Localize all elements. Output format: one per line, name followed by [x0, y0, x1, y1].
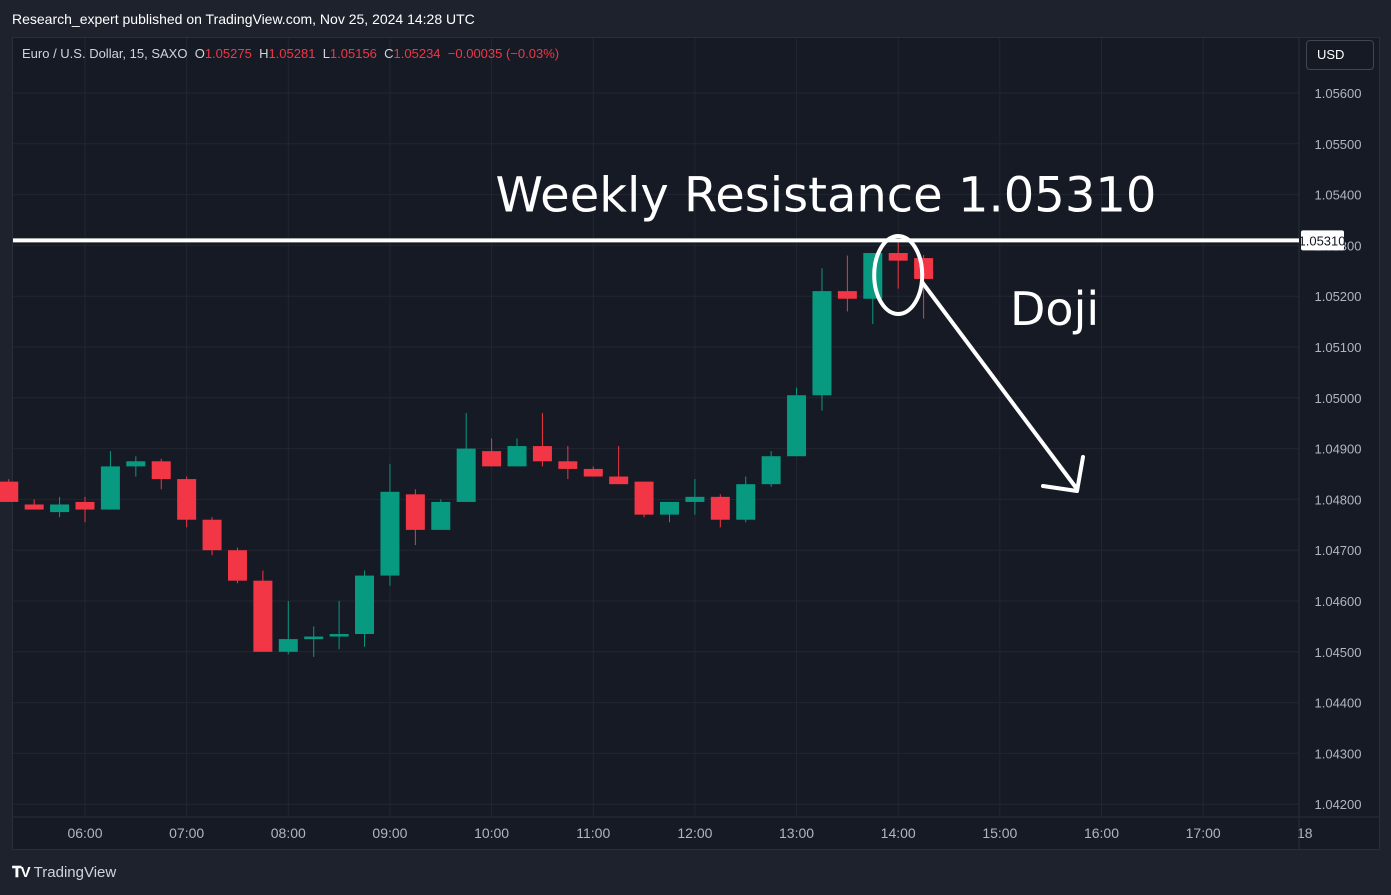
y-tick-label: 1.05500 [1315, 137, 1362, 152]
candle-body[interactable] [482, 451, 502, 467]
candle-body[interactable] [202, 519, 222, 551]
candle-body[interactable] [126, 461, 146, 467]
candle-body[interactable] [685, 496, 705, 502]
candle-body[interactable] [532, 446, 552, 462]
candle-body[interactable] [659, 501, 679, 515]
candle-body[interactable] [837, 291, 857, 299]
candle-body[interactable] [431, 501, 451, 530]
resistance-price-tag [1301, 230, 1344, 251]
publisher-caption: Research_expert published on TradingView… [12, 11, 475, 27]
y-tick-label: 1.05000 [1315, 391, 1362, 406]
x-tick-label: 15:00 [982, 825, 1017, 841]
x-tick-label: 08:00 [271, 825, 306, 841]
open-label: O [194, 46, 205, 61]
candle-body[interactable] [609, 476, 629, 485]
candle-body[interactable] [50, 504, 70, 513]
symbol-name[interactable]: Euro / U.S. Dollar, 15, SAXO [22, 46, 188, 61]
candle-body[interactable] [151, 461, 171, 480]
candle-body[interactable] [583, 468, 603, 477]
y-tick-label: 1.04600 [1315, 594, 1362, 609]
tradingview-logo-icon: 𝐓V [12, 864, 31, 881]
candle-body[interactable] [100, 466, 120, 510]
candle-body[interactable] [507, 446, 527, 467]
candle-body[interactable] [558, 461, 578, 469]
doji-highlight-ellipse[interactable] [872, 234, 925, 316]
y-tick-label: 1.04700 [1315, 543, 1362, 558]
candle-body[interactable] [405, 494, 425, 530]
candle-body[interactable] [812, 291, 832, 396]
down-arrow-shaft[interactable] [920, 280, 1079, 491]
y-tick-label: 1.05400 [1315, 188, 1362, 203]
x-tick-label: 14:00 [881, 825, 916, 841]
high-label: H [259, 46, 269, 61]
y-tick-label: 1.05100 [1315, 340, 1362, 355]
candle-body[interactable] [355, 575, 375, 635]
close-label: C [384, 46, 394, 61]
candle-body[interactable] [888, 253, 908, 261]
candle-body[interactable] [787, 395, 807, 457]
candle-body[interactable] [634, 481, 654, 515]
candle-body[interactable] [380, 491, 400, 576]
x-tick-label: 10:00 [474, 825, 509, 841]
y-tick-label: 1.04800 [1315, 492, 1362, 507]
resistance-price-label: 1.05310 [1299, 233, 1346, 248]
y-tick-label: 1.04900 [1315, 442, 1362, 457]
x-tick-label: 18 [1297, 825, 1313, 841]
x-tick-label: 13:00 [779, 825, 814, 841]
x-tick-label: 16:00 [1084, 825, 1119, 841]
y-tick-label: 1.04200 [1315, 797, 1362, 812]
x-tick-label: 06:00 [67, 825, 102, 841]
candle-body[interactable] [736, 484, 756, 520]
candle-body[interactable] [75, 501, 95, 510]
symbol-legend: Euro / U.S. Dollar, 15, SAXO O1.05275 H1… [22, 46, 559, 61]
x-tick-label: 12:00 [677, 825, 712, 841]
resistance-label: Weekly Resistance 1.05310 [496, 167, 1157, 223]
candle-body[interactable] [0, 481, 19, 502]
candle-body[interactable] [329, 634, 349, 637]
currency-button[interactable]: USD [1306, 40, 1374, 70]
low-label: L [322, 46, 330, 61]
candle-body[interactable] [456, 448, 476, 502]
x-tick-label: 17:00 [1186, 825, 1221, 841]
candle-body[interactable] [710, 496, 730, 520]
y-tick-label: 1.05200 [1315, 289, 1362, 304]
chart-pane[interactable] [12, 37, 1380, 850]
tradingview-logo[interactable]: 𝐓V TradingView [12, 864, 116, 881]
candle-body[interactable] [177, 479, 197, 520]
candle-body[interactable] [227, 550, 247, 581]
doji-label: Doji [1010, 282, 1099, 336]
down-arrow-head[interactable] [1041, 455, 1085, 493]
x-tick-label: 11:00 [576, 825, 610, 841]
x-tick-label: 07:00 [169, 825, 204, 841]
open-value: 1.05275 [204, 46, 252, 61]
y-tick-label: 1.04400 [1315, 696, 1362, 711]
candle-body[interactable] [761, 456, 781, 485]
high-value: 1.05281 [268, 46, 316, 61]
tradingview-logo-text: TradingView [33, 864, 117, 881]
candle-body[interactable] [24, 504, 44, 510]
candle-body[interactable] [304, 636, 324, 640]
x-tick-label: 09:00 [372, 825, 407, 841]
candle-body[interactable] [253, 580, 273, 652]
y-tick-label: 1.05600 [1315, 86, 1362, 101]
close-value: 1.05234 [393, 46, 441, 61]
y-tick-label: 1.04300 [1315, 746, 1362, 761]
change-value: −0.00035 (−0.03%) [447, 46, 560, 61]
y-tick-label: 1.04500 [1315, 645, 1362, 660]
candle-body[interactable] [278, 639, 298, 652]
low-value: 1.05156 [329, 46, 377, 61]
